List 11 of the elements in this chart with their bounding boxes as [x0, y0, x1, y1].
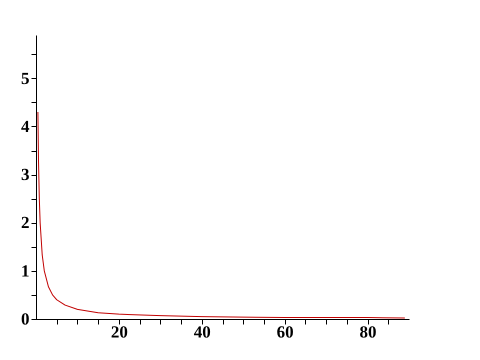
y-tick-label: 2 [21, 213, 30, 232]
y-tick-label: 3 [21, 165, 30, 184]
y-tick-label: 5 [21, 68, 30, 88]
y-tick-label: 1 [21, 261, 30, 280]
y-tick-label: 0 [21, 310, 30, 328]
y-tick-label: 4 [21, 116, 30, 136]
line-series [37, 112, 406, 319]
x-tick-label: 80 [360, 322, 377, 342]
x-tick-label: 20 [110, 322, 128, 342]
x-tick-label: 40 [194, 322, 211, 342]
x-tick-label: 60 [276, 322, 294, 342]
